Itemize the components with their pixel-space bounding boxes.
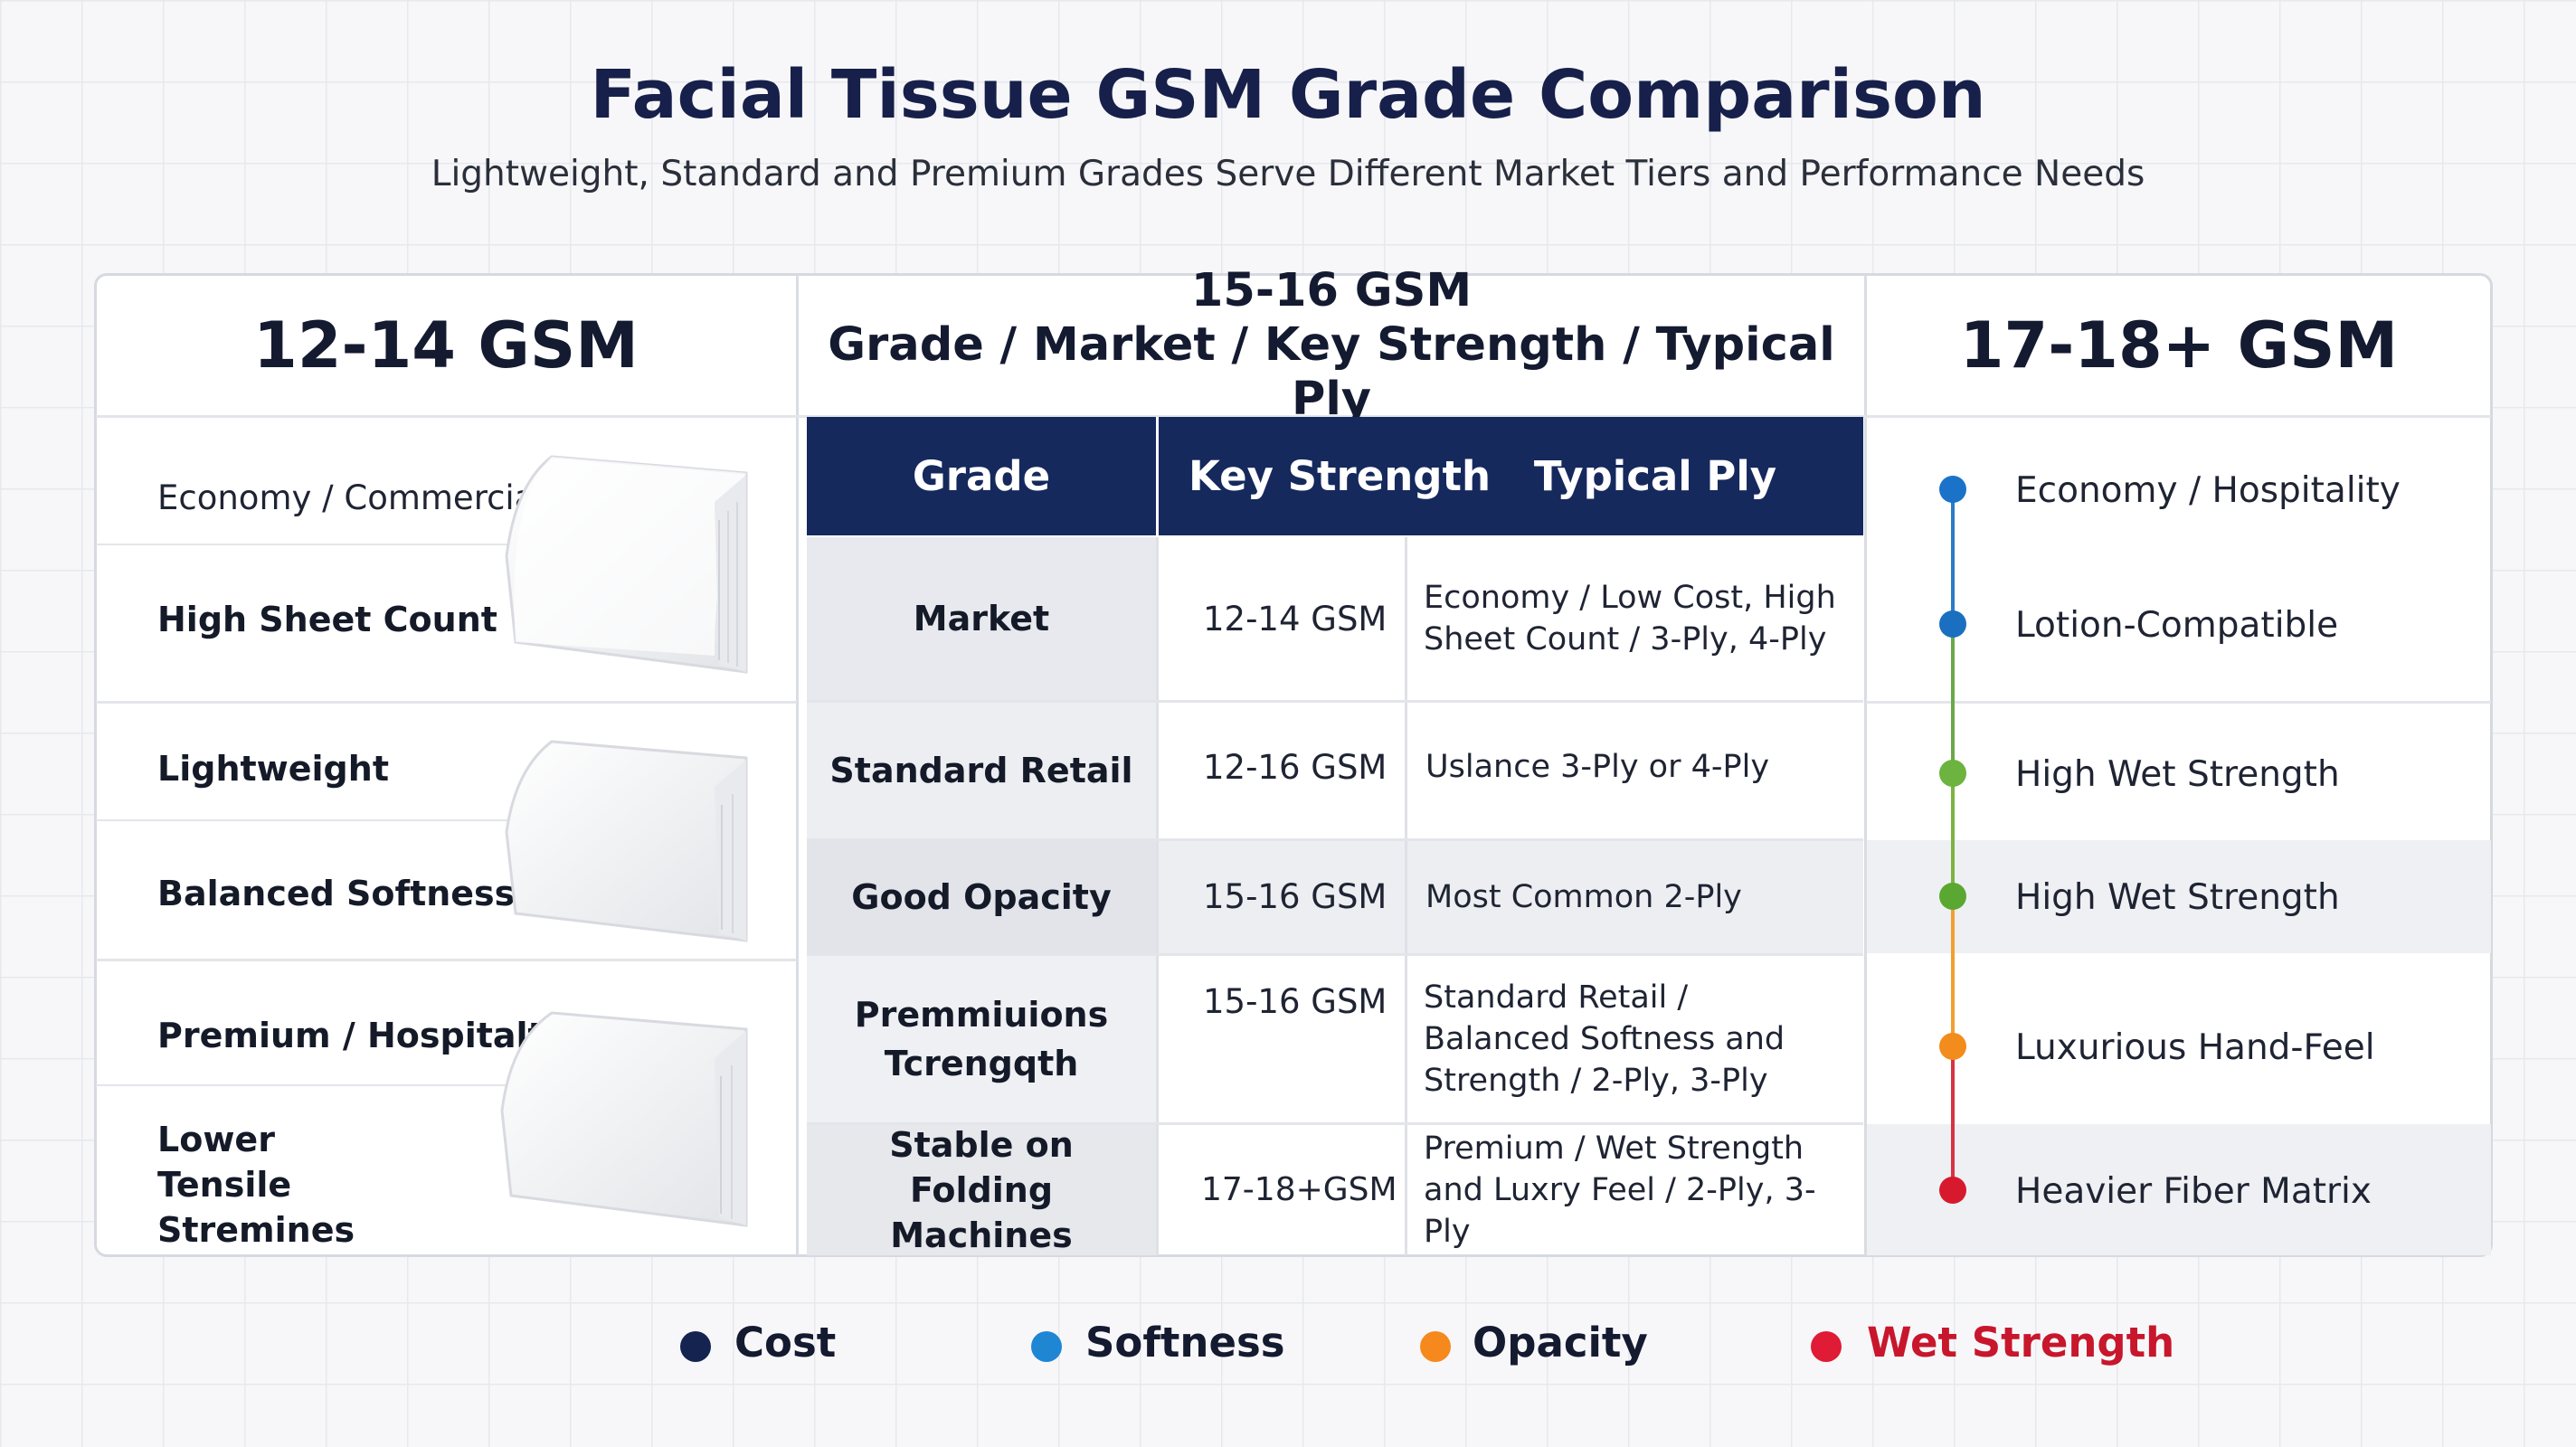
table-cell-grade: Stable on Folding Machines bbox=[889, 1124, 1074, 1255]
legend-dot-opacity bbox=[1420, 1331, 1451, 1362]
left-subdivider-1 bbox=[96, 544, 548, 545]
right-item: Economy / Hospitality bbox=[2015, 469, 2401, 511]
table-header-divider bbox=[1156, 417, 1159, 535]
table-row-divider bbox=[807, 700, 1863, 703]
table-cell-grade: Good Opacity bbox=[851, 876, 1112, 917]
right-item: Heavier Fiber Matrix bbox=[2015, 1170, 2372, 1212]
table-row-divider bbox=[807, 953, 1863, 956]
table-cell-gsm: 15-16 GSM bbox=[1203, 982, 1387, 1021]
page-title: Facial Tissue GSM Grade Comparison bbox=[590, 56, 1986, 134]
page-subtitle: Lightweight, Standard and Premium Grades… bbox=[431, 154, 2145, 194]
table-cell-ply: Uslance 3-Ply or 4-Ply bbox=[1425, 749, 1770, 785]
left-divider-1 bbox=[96, 701, 797, 704]
timeline-segment bbox=[1951, 1045, 1955, 1189]
timeline-dot bbox=[1939, 1177, 1966, 1204]
left-divider-2 bbox=[96, 959, 797, 961]
column-header: Grade bbox=[912, 452, 1051, 500]
right-heading: 17-18+ GSM bbox=[1959, 307, 2399, 383]
right-row-highlight bbox=[1867, 1124, 2491, 1255]
left-subdivider-3 bbox=[96, 1084, 548, 1086]
tissue-stack-icon bbox=[505, 740, 748, 942]
timeline-segment bbox=[1951, 773, 1955, 895]
header-divider bbox=[96, 415, 2491, 418]
right-item: High Wet Strength bbox=[2015, 876, 2340, 918]
table-cell-gsm: 17-18+GSM bbox=[1201, 1171, 1397, 1208]
grade-cell-bg bbox=[807, 1124, 1156, 1255]
left-item: Lightweight bbox=[157, 749, 389, 789]
column-header: Key Strength bbox=[1188, 452, 1492, 500]
legend-dot-cost bbox=[680, 1331, 711, 1362]
left-item: Premium / Hospitalty bbox=[157, 1016, 567, 1055]
divider-left bbox=[796, 275, 799, 1255]
legend-dot-wet-strength bbox=[1811, 1331, 1842, 1362]
legend-label-cost: Cost bbox=[734, 1319, 837, 1367]
table-col-divider bbox=[1405, 537, 1407, 1255]
legend-label-wet-strength: Wet Strength bbox=[1867, 1319, 2175, 1367]
timeline-dot bbox=[1939, 760, 1966, 787]
timeline-segment bbox=[1951, 488, 1955, 624]
timeline-dot bbox=[1939, 1033, 1966, 1060]
tissue-stack-icon bbox=[500, 1011, 748, 1227]
timeline-segment bbox=[1951, 895, 1955, 1045]
legend-label-softness: Softness bbox=[1085, 1319, 1285, 1367]
right-item: Lotion-Compatible bbox=[2015, 604, 2339, 646]
table-cell-grade: Premmiuions Tcrengqth bbox=[854, 994, 1109, 1083]
table-cell-ply: Standard Retail / Balanced Softness and … bbox=[1424, 979, 1785, 1099]
middle-heading: 15-16 GSM Grade / Market / Key Strength … bbox=[799, 264, 1864, 426]
left-item: Balanced Softness bbox=[157, 874, 516, 913]
left-heading: 12-14 GSM bbox=[253, 307, 639, 383]
middle-heading-desc: Grade / Market / Key Strength / Typical … bbox=[828, 317, 1835, 426]
table-row-divider bbox=[807, 838, 1863, 841]
timeline-dot bbox=[1939, 476, 1966, 503]
table-header bbox=[807, 417, 1863, 535]
timeline-segment bbox=[1951, 624, 1955, 773]
table-cell-ply: Economy / Low Cost, High Sheet Count / 3… bbox=[1424, 580, 1836, 657]
table-cell-ply: Most Common 2-Ply bbox=[1425, 878, 1742, 915]
table-cell-gsm: 15-16 GSM bbox=[1203, 877, 1387, 916]
left-subdivider-2 bbox=[96, 819, 548, 821]
right-item: High Wet Strength bbox=[2015, 753, 2340, 795]
table-col-divider bbox=[1156, 537, 1159, 1255]
left-item: Economy / Commercial bbox=[157, 478, 545, 517]
table-row-divider bbox=[807, 1122, 1863, 1125]
right-row-highlight bbox=[1867, 840, 2491, 953]
legend-label-opacity: Opacity bbox=[1473, 1319, 1648, 1367]
left-item: High Sheet Count bbox=[157, 600, 497, 639]
table-cell-gsm: 12-14 GSM bbox=[1203, 599, 1387, 638]
timeline-dot bbox=[1939, 610, 1966, 638]
timeline-dot bbox=[1939, 883, 1966, 910]
middle-heading-gsm: 15-16 GSM bbox=[1190, 263, 1473, 317]
grade-cell-bg bbox=[807, 703, 1156, 838]
left-item: Lower Tensile Stremines bbox=[157, 1120, 355, 1250]
divider-right bbox=[1864, 275, 1867, 1255]
grade-cell-bg bbox=[807, 955, 1156, 1122]
table-cell-ply: Premium / Wet Strength and Luxry Feel / … bbox=[1424, 1130, 1816, 1250]
legend-dot-softness bbox=[1031, 1331, 1062, 1362]
table-cell-grade: Market bbox=[913, 599, 1050, 638]
tissue-stack-icon bbox=[505, 455, 748, 674]
right-divider bbox=[1866, 701, 2491, 704]
table-cell-gsm: 12-16 GSM bbox=[1203, 748, 1387, 787]
right-item: Luxurious Hand-Feel bbox=[2015, 1026, 2375, 1068]
grade-cell-bg bbox=[807, 840, 1156, 953]
table-cell-grade: Standard Retail bbox=[829, 751, 1133, 790]
grade-cell-bg bbox=[807, 537, 1156, 700]
column-header: Typical Ply bbox=[1533, 452, 1777, 500]
